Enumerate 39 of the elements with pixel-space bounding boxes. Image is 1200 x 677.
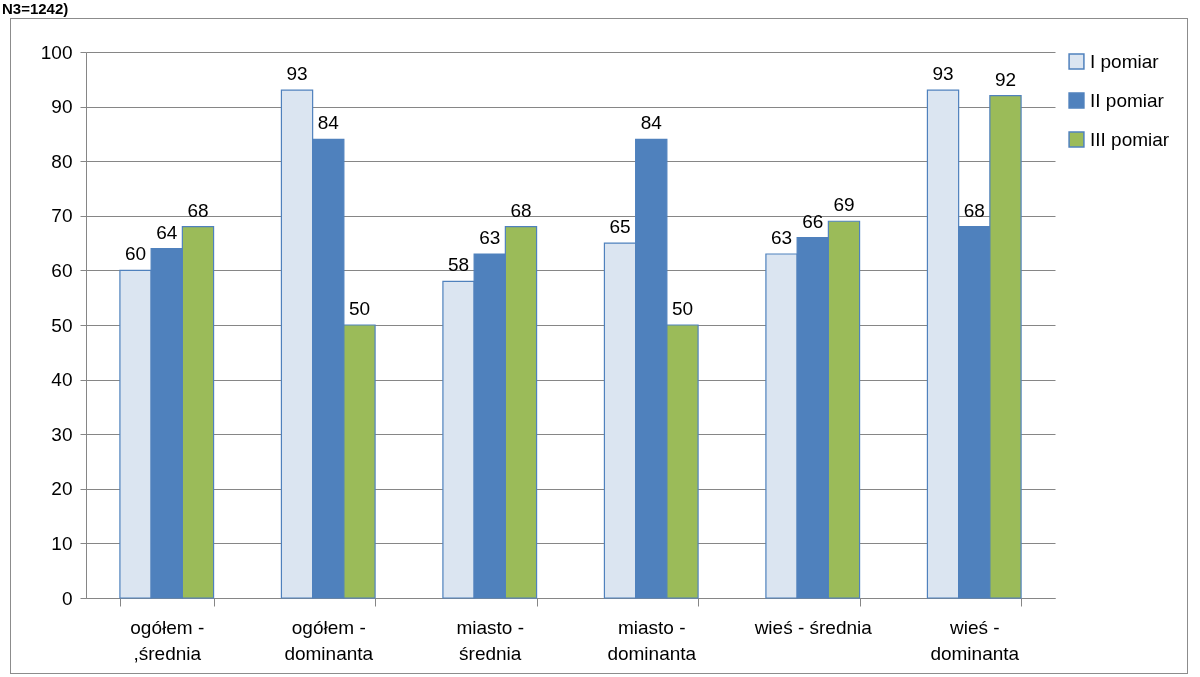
y-tick-label: 40: [51, 369, 73, 391]
data-label: 50: [671, 298, 694, 319]
data-label: 64: [156, 221, 178, 243]
data-label: 68: [187, 199, 209, 221]
x-tick-label: miasto - średnia: [456, 616, 525, 664]
data-label: 93: [286, 63, 308, 85]
y-tick-label: 10: [51, 532, 73, 554]
legend-label: III pomiar: [1090, 128, 1170, 150]
data-label: 63: [770, 227, 793, 249]
y-tick-label: 30: [51, 423, 73, 445]
data-label: 65: [609, 216, 631, 238]
data-label: 58: [447, 254, 470, 276]
y-tick-label: 50: [51, 314, 73, 336]
data-label: 92: [994, 68, 1017, 90]
x-tick-label: ogółem - ,średnia: [130, 616, 205, 664]
data-label: 63: [479, 227, 501, 249]
y-tick-label: 80: [51, 150, 73, 172]
y-tick-label: 0: [61, 587, 73, 609]
y-tick-label: 60: [51, 259, 73, 281]
x-tick-label: ogółem - dominanta: [284, 616, 374, 664]
chart-title: N3=1242): [2, 0, 69, 17]
legend-label: I pomiar: [1090, 50, 1160, 72]
data-label: 84: [317, 112, 340, 134]
y-tick-label: 70: [51, 205, 73, 227]
x-tick-label: wieś - średnia: [753, 616, 873, 638]
data-label: 69: [833, 194, 855, 216]
data-label: 84: [640, 112, 663, 134]
x-tick-label: wieś - dominanta: [930, 616, 1020, 664]
data-label: 68: [963, 199, 985, 221]
data-label: 93: [932, 63, 954, 85]
legend-label: II pomiar: [1090, 89, 1165, 111]
y-tick-label: 90: [51, 96, 73, 118]
data-label: 68: [510, 199, 532, 221]
y-tick-label: 100: [40, 41, 73, 63]
data-label: 50: [348, 298, 371, 319]
x-tick-label: miasto - dominanta: [607, 616, 697, 664]
data-label: 66: [802, 210, 824, 232]
data-label: 60: [124, 243, 147, 265]
y-tick-label: 20: [51, 478, 73, 500]
